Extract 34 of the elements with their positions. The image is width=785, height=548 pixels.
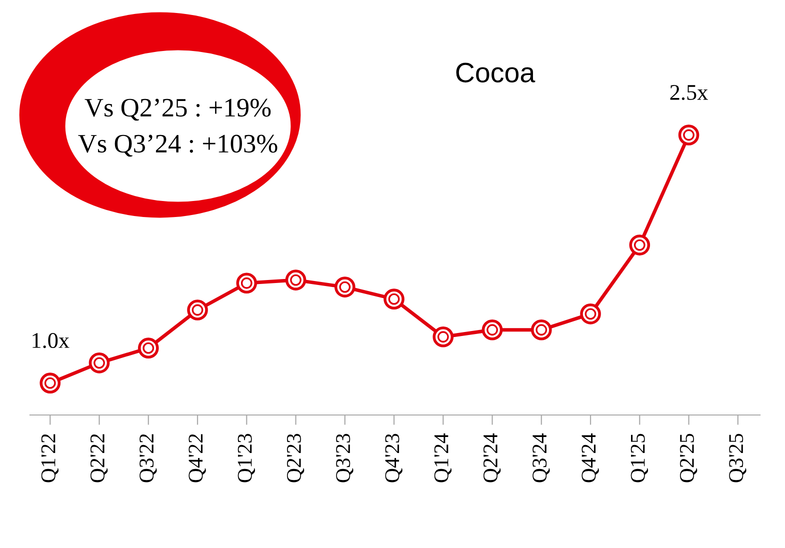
point <box>432 326 454 348</box>
point <box>285 270 306 290</box>
annotation: 1.0x <box>32 333 70 348</box>
text: Vs Q2’25 : +19% <box>84 98 271 121</box>
point <box>580 304 601 324</box>
point <box>236 272 258 294</box>
point <box>187 300 208 320</box>
x-tick-label: Q2'25 <box>680 434 698 482</box>
x-tick-label: Q1'23 <box>238 434 256 482</box>
point <box>482 319 503 340</box>
point <box>678 124 700 146</box>
x-tick-label: Q3'24 <box>532 433 550 482</box>
x-tick-label: Q1'25 <box>630 434 648 482</box>
x-tick-label: Q3'22 <box>140 434 157 482</box>
point <box>138 338 159 358</box>
annotation: 2.5x <box>670 84 708 100</box>
point <box>334 276 356 298</box>
x-tick-label: Q2'22 <box>90 434 108 482</box>
x-tick-label: Q1'22 <box>41 434 59 482</box>
x-tick-label: Q3'25 <box>729 434 746 482</box>
point <box>629 234 650 256</box>
x-tick-label: Q2'24 <box>483 433 501 482</box>
x-tick-label: Q4'23 <box>385 434 402 482</box>
x-tick-label: Q4'24 <box>582 433 599 482</box>
x-tick-label: Q2'23 <box>286 434 304 482</box>
point <box>88 352 110 374</box>
annotation: Vs Q3’24 : +103% <box>78 134 278 157</box>
chart-title: Cocoa <box>456 62 536 82</box>
point <box>384 288 404 310</box>
x-tick-label: Q3'23 <box>336 434 354 482</box>
x-tick-label: Q4'22 <box>188 434 206 482</box>
x-tick-label: Q1'24 <box>434 433 452 482</box>
point <box>40 372 61 394</box>
point <box>530 319 552 340</box>
